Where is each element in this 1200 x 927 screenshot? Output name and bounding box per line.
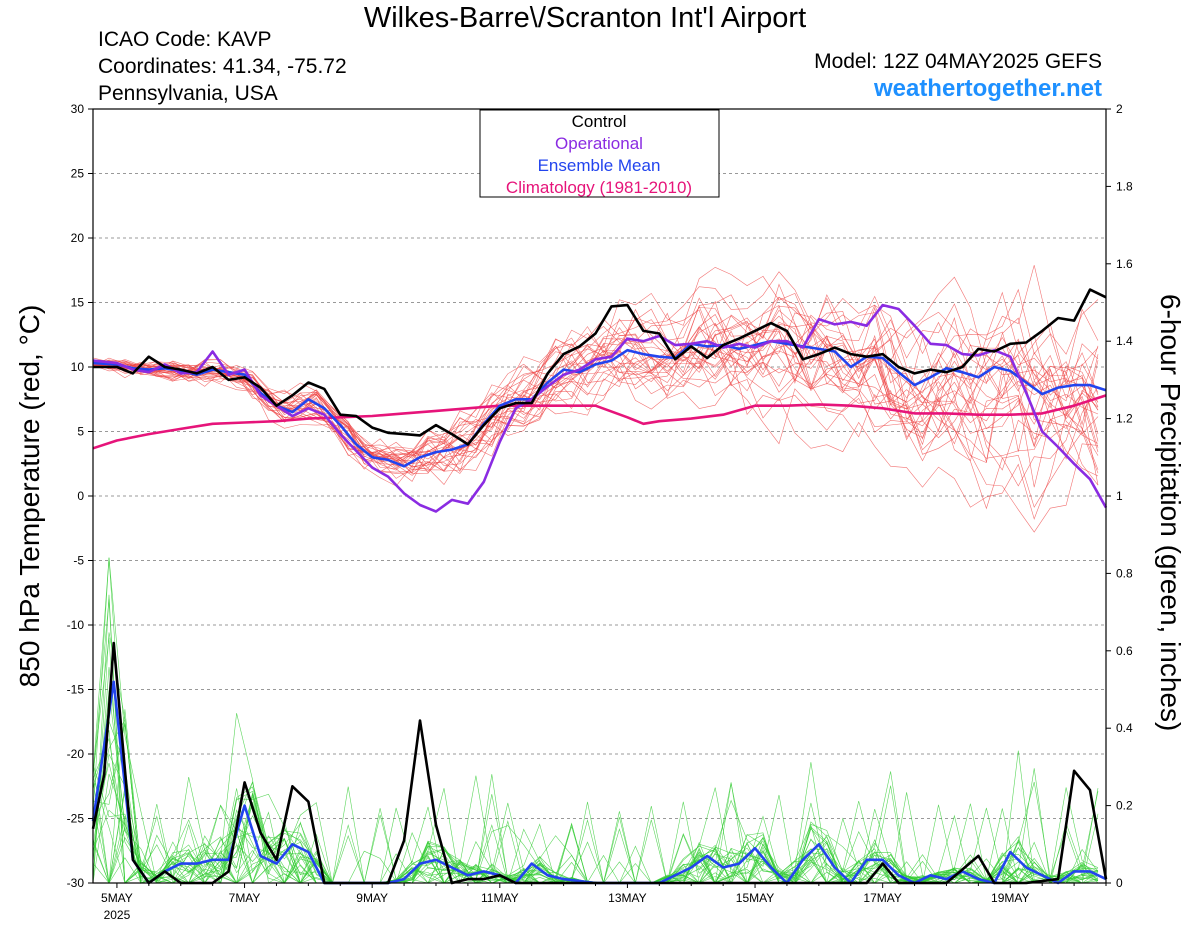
temp-operational-line — [92, 303, 1108, 513]
legend-entry: Climatology (1981-2010) — [506, 178, 692, 197]
y-tick-label: 25 — [71, 167, 85, 181]
x-tick-label: 15MAY — [736, 891, 774, 905]
y2-tick-label: 1.4 — [1116, 334, 1133, 348]
precip-member-line — [92, 721, 1099, 884]
chart-title: Wilkes-Barre\/Scranton Int'l Airport — [363, 2, 807, 34]
legend-entry: Control — [572, 112, 627, 131]
x-tick-label: 7MAY — [229, 891, 261, 905]
y2-tick-label: 1.8 — [1116, 179, 1133, 193]
temp-member-line — [92, 318, 1099, 520]
temp-member-line — [92, 312, 1099, 452]
y2-tick-label: 0 — [1116, 876, 1123, 890]
precip-member-line — [92, 724, 1099, 884]
y-axis-label: 850 hPa Temperature (red, °C) — [14, 304, 45, 688]
region: Pennsylvania, USA — [98, 82, 278, 105]
y2-tick-label: 0.4 — [1116, 721, 1133, 735]
climatology-line — [92, 394, 1107, 450]
precip-member-line — [92, 594, 1099, 884]
temp-control-line — [93, 288, 1107, 446]
x-tick-label: 19MAY — [991, 891, 1029, 905]
axes: 302520151050-5-10-15-20-25-3021.81.61.41… — [67, 102, 1133, 922]
coordinates: Coordinates: 41.34, -75.72 — [98, 55, 347, 78]
site-link[interactable]: weathertogether.net — [873, 75, 1102, 102]
y-tick-label: -15 — [67, 683, 85, 697]
y-tick-label: 20 — [71, 231, 85, 245]
x-tick-label: 5MAY — [101, 891, 133, 905]
year-label: 2025 — [104, 908, 131, 922]
icao-code: ICAO Code: KAVP — [98, 28, 272, 51]
x-tick-label: 13MAY — [608, 891, 646, 905]
y2-tick-label: 0.2 — [1116, 799, 1133, 813]
legend-box — [479, 109, 720, 198]
precip-member-line — [92, 762, 1098, 885]
legend-entry: Ensemble Mean — [538, 156, 661, 175]
y2-tick-label: 0.8 — [1116, 566, 1133, 580]
temp-member-line — [92, 296, 1099, 458]
y-tick-label: 30 — [71, 102, 85, 116]
precip-member-line — [92, 720, 1099, 884]
y2-tick-label: 1.6 — [1116, 257, 1133, 271]
grid-lines — [93, 173, 1106, 819]
legend: Control Operational Ensemble Mean Climatolo… — [479, 109, 720, 198]
x-tick-label: 17MAY — [863, 891, 901, 905]
y-tick-label: -30 — [67, 876, 85, 890]
x-tick-label: 9MAY — [356, 891, 388, 905]
temp-member-line — [92, 314, 1099, 485]
temp-member-line — [92, 265, 1099, 468]
y-tick-label: -20 — [67, 747, 85, 761]
precip-member-line — [92, 632, 1098, 884]
y2-tick-label: 1.2 — [1116, 412, 1133, 426]
y2-tick-label: 2 — [1116, 102, 1123, 116]
precip-mean-line — [91, 680, 1107, 885]
plot-frame — [92, 108, 1107, 884]
y-tick-label: -25 — [67, 812, 85, 826]
temp-member-line — [92, 305, 1099, 469]
temp-member-line — [92, 326, 1099, 473]
x-tick-label: 11MAY — [481, 891, 519, 905]
temp-member-line — [92, 297, 1099, 474]
y2-tick-label: 1 — [1116, 489, 1123, 503]
y2-axis-label: 6-hour Precipitation (green, inches) — [1155, 294, 1186, 732]
y2-tick-label: 0.6 — [1116, 644, 1133, 658]
precip-member-line — [92, 637, 1099, 884]
precip-member-line — [92, 763, 1099, 884]
precip-member-line — [92, 713, 1099, 884]
y-tick-label: -5 — [73, 554, 84, 568]
y-tick-label: 0 — [77, 489, 84, 503]
precip-control-line — [91, 641, 1108, 885]
y-tick-label: 15 — [71, 296, 85, 310]
y-tick-label: 10 — [71, 360, 85, 374]
precip-member-line — [92, 762, 1099, 884]
y-tick-label: -10 — [67, 618, 85, 632]
model-run: Model: 12Z 04MAY2025 GEFS — [814, 50, 1102, 73]
legend-entry: Operational — [555, 134, 643, 153]
y-tick-label: 5 — [77, 425, 84, 439]
